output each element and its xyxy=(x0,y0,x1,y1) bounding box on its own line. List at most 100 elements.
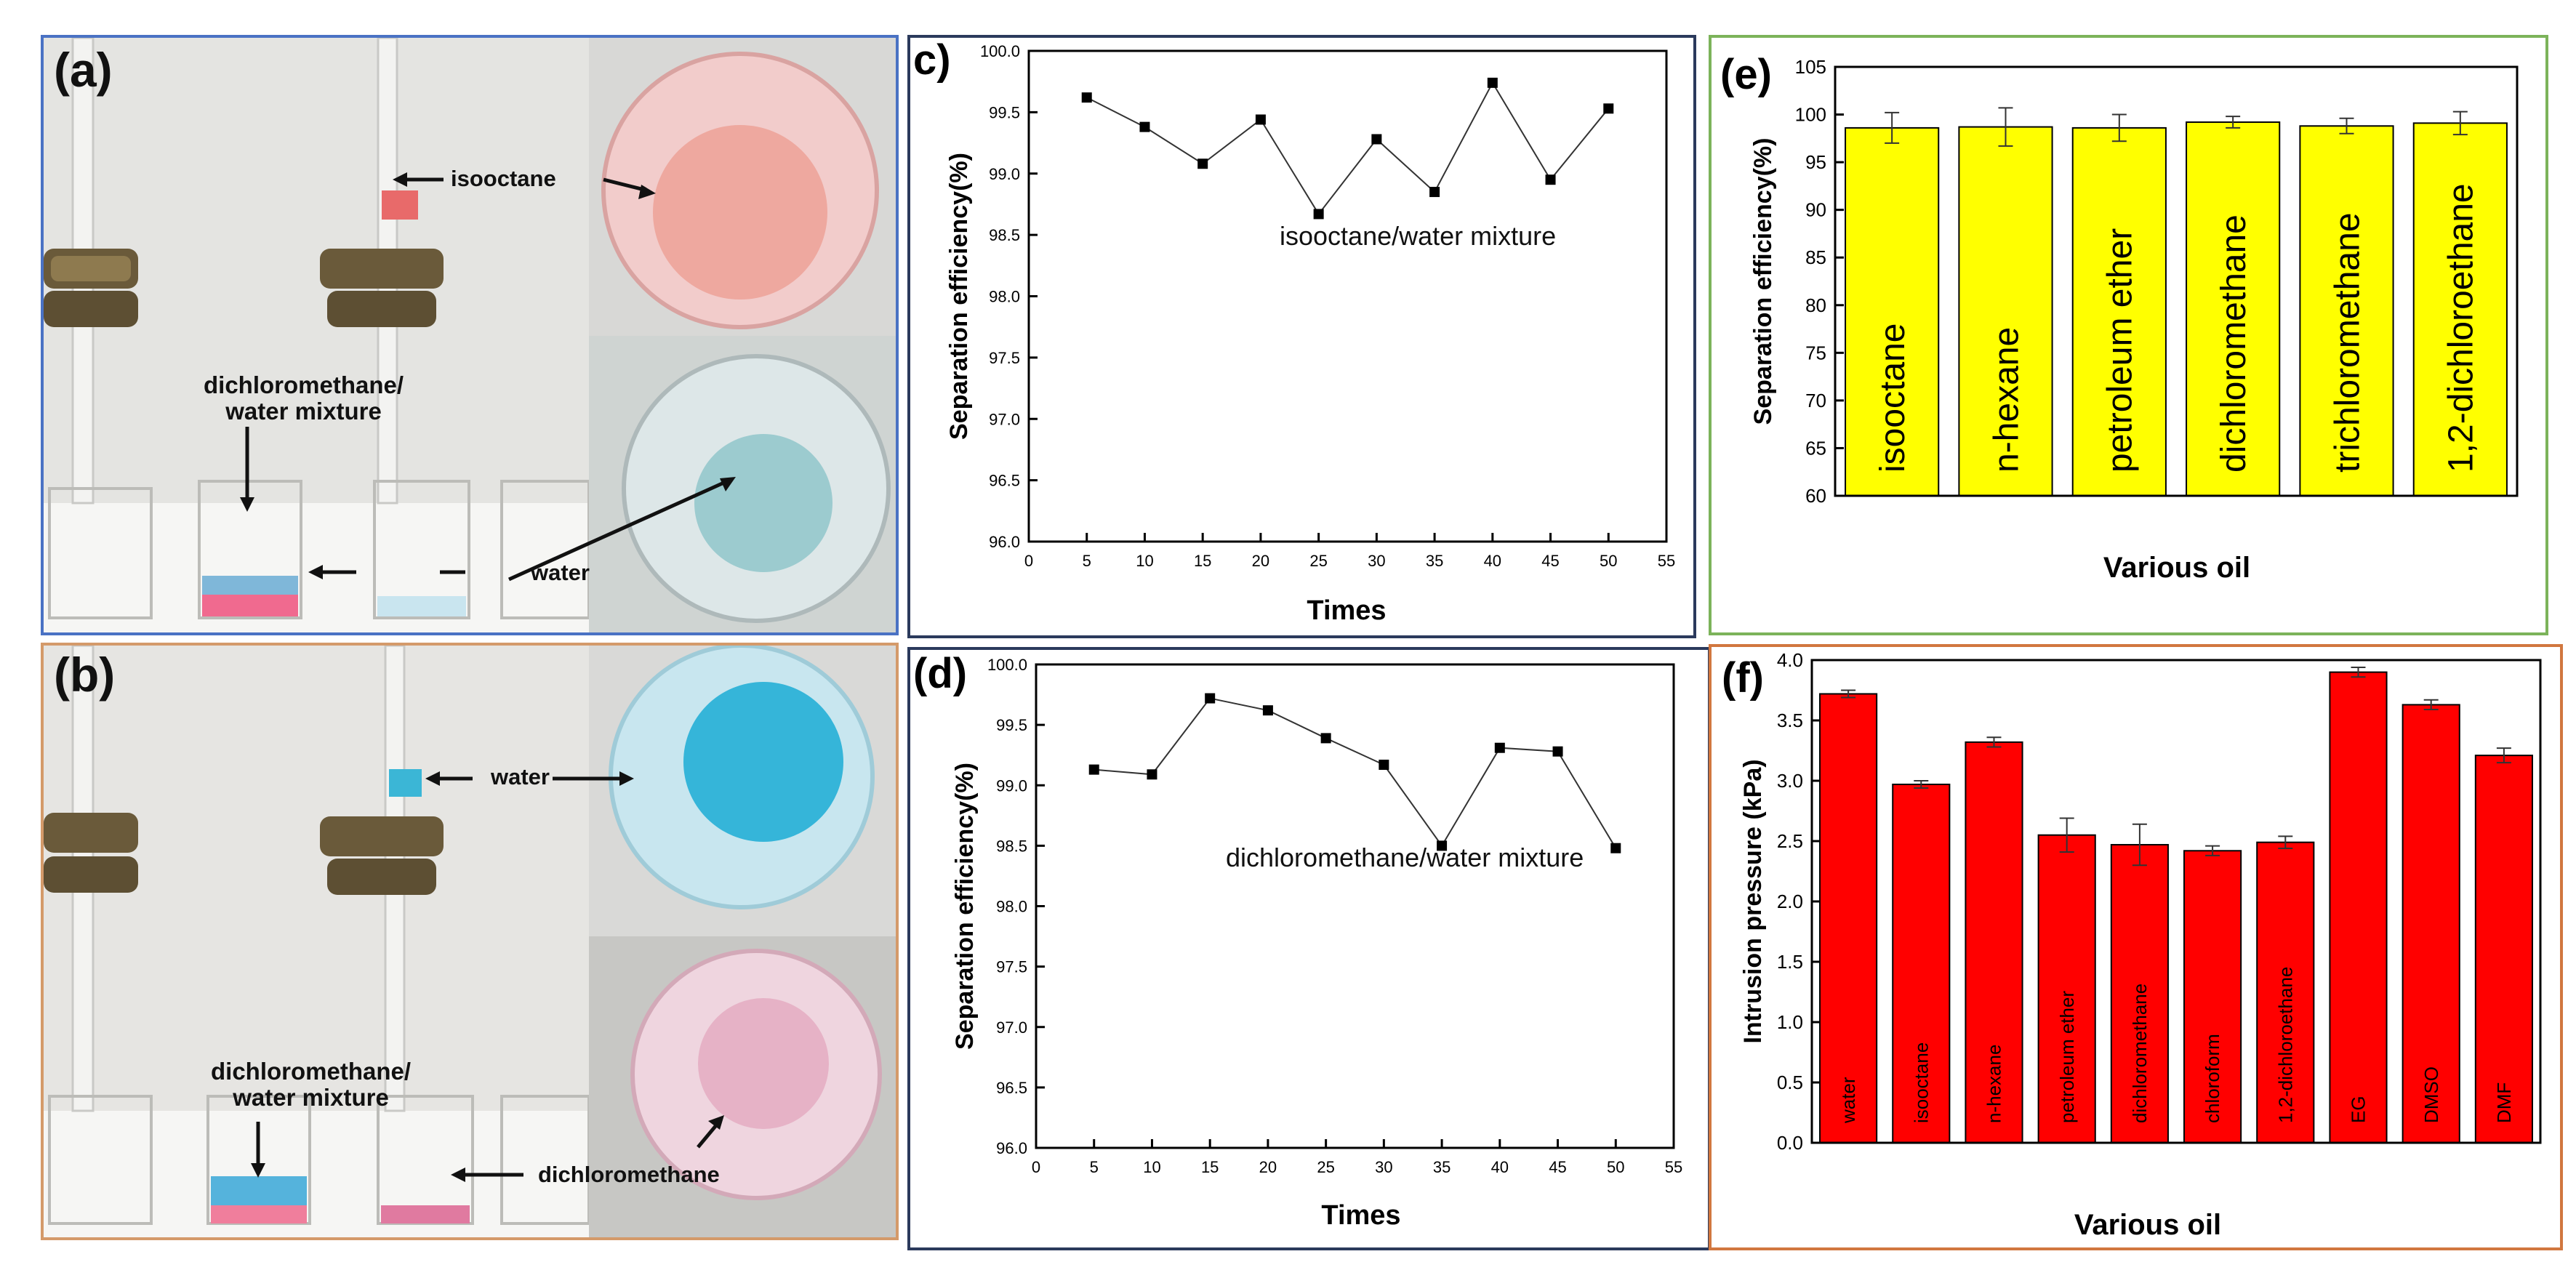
y-tick-label: 99.5 xyxy=(996,716,1027,734)
bar-label: DMF xyxy=(2493,1082,2515,1123)
mixture-label: dichloromethane/ water mixture xyxy=(204,371,404,425)
y-tick-label: 99.0 xyxy=(996,776,1027,795)
data-point xyxy=(1437,840,1448,851)
dichloromethane-label: dichloromethane xyxy=(538,1162,720,1187)
x-axis-label: Times xyxy=(1307,595,1386,626)
bar-label: water xyxy=(1837,1077,1859,1124)
y-tick-label: 4.0 xyxy=(1777,649,1803,671)
data-point xyxy=(1610,843,1621,853)
x-tick-label: 15 xyxy=(1194,552,1211,570)
bar-label: 1,2-dichloroethane xyxy=(2274,967,2296,1123)
chart-annotation: isooctane/water mixture xyxy=(1280,221,1556,251)
bar xyxy=(2329,671,2388,1144)
x-tick-label: 5 xyxy=(1083,552,1091,570)
data-point xyxy=(1320,733,1331,744)
y-tick-label: 2.5 xyxy=(1777,830,1803,852)
y-axis-label: Separation efficiency(%) xyxy=(945,153,973,440)
bar-label: dichloromethane xyxy=(2129,984,2151,1123)
x-tick-label: 20 xyxy=(1259,1158,1277,1176)
y-tick-label: 75 xyxy=(1805,342,1826,363)
y-tick-label: 70 xyxy=(1805,390,1826,411)
data-point xyxy=(1197,158,1208,169)
mixture-label: dichloromethane/ water mixture xyxy=(211,1058,412,1111)
y-tick-label: 1.0 xyxy=(1777,1011,1803,1033)
bar-label: n-hexane xyxy=(1987,327,2026,473)
y-axis-label: Separation efficiency(%) xyxy=(1749,138,1777,425)
x-tick-label: 40 xyxy=(1491,1158,1509,1176)
x-tick-label: 30 xyxy=(1375,1158,1392,1176)
series-line xyxy=(1094,697,1617,849)
y-tick-label: 97.5 xyxy=(989,349,1020,367)
y-tick-label: 3.5 xyxy=(1777,710,1803,731)
data-point xyxy=(1379,759,1389,770)
y-tick-label: 0.0 xyxy=(1777,1132,1803,1154)
y-tick-label: 98.5 xyxy=(989,226,1020,244)
x-tick-label: 50 xyxy=(1607,1158,1624,1176)
panel-e-letter: (e) xyxy=(1720,51,1772,98)
y-tick-label: 0.5 xyxy=(1777,1072,1803,1093)
bar xyxy=(2110,843,2169,1144)
y-tick-label: 97.0 xyxy=(996,1018,1027,1037)
data-point xyxy=(1494,742,1505,753)
y-tick-label: 96.5 xyxy=(989,472,1020,490)
data-point xyxy=(1603,103,1614,114)
water-label: water xyxy=(491,764,550,789)
panel-b-photo-illustration xyxy=(44,646,896,1237)
y-tick-label: 65 xyxy=(1805,437,1826,459)
data-point xyxy=(1081,92,1092,103)
y-tick-label: 3.0 xyxy=(1777,770,1803,792)
x-tick-label: 55 xyxy=(1658,552,1675,570)
bar-label: DMSO xyxy=(2420,1066,2442,1123)
panel-a-photo-illustration xyxy=(44,38,896,632)
y-axis-label: Separation efficiency(%) xyxy=(951,763,979,1050)
x-tick-label: 45 xyxy=(1541,552,1559,570)
panel-e-bar-chart: isooctane n-hexane petroleum ether dichloro… xyxy=(1709,35,2548,635)
y-tick-label: 97.5 xyxy=(996,958,1027,976)
x-tick-label: 30 xyxy=(1368,552,1385,570)
bar-label: 1,2-dichloroethane xyxy=(2442,183,2481,473)
x-tick-label: 45 xyxy=(1549,1158,1566,1176)
bar-label: petroleum ether xyxy=(2056,991,2078,1123)
panel-c-line-chart: 96.0 96.5 97.0 97.5 98.0 98.5 99.0 99.5 100.0 0 5 1… xyxy=(907,35,1696,638)
y-tick-label: 80 xyxy=(1805,294,1826,316)
y-tick-label: 90 xyxy=(1805,199,1826,221)
water-label: water xyxy=(531,560,590,585)
data-point xyxy=(1429,187,1440,198)
bar-label: n-hexane xyxy=(1983,1045,2005,1123)
x-tick-label: 50 xyxy=(1600,552,1617,570)
x-axis-label: Times xyxy=(1321,1200,1400,1231)
panel-d-letter: (d) xyxy=(913,650,967,697)
bar xyxy=(1819,693,1878,1144)
plot-frame xyxy=(1027,49,1668,543)
panel-d-line-chart: 96.0 96.5 97.0 97.5 98.0 98.5 99.0 99.5 100.0 0 5 1… xyxy=(907,647,1711,1250)
x-tick-label: 40 xyxy=(1484,552,1501,570)
y-tick-label: 105 xyxy=(1795,56,1826,78)
x-tick-label: 5 xyxy=(1090,1158,1099,1176)
data-point xyxy=(1552,746,1563,757)
bar xyxy=(2412,122,2508,497)
y-tick-label: 100.0 xyxy=(980,42,1020,60)
x-tick-label: 20 xyxy=(1252,552,1269,570)
bar-label: trichloromethane xyxy=(2328,212,2367,473)
y-tick-label: 96.0 xyxy=(989,533,1020,551)
data-point xyxy=(1262,705,1273,716)
data-point xyxy=(1139,121,1150,132)
x-tick-label: 0 xyxy=(1032,1158,1040,1176)
bar xyxy=(2186,121,2281,497)
data-point xyxy=(1371,134,1382,145)
y-tick-label: 97.0 xyxy=(989,410,1020,428)
bar-label: isooctane xyxy=(1910,1042,1932,1123)
chart-annotation: dichloromethane/water mixture xyxy=(1226,843,1584,872)
bar-label: EG xyxy=(2348,1096,2370,1123)
plot-frame xyxy=(1035,663,1675,1149)
y-tick-label: 96.0 xyxy=(996,1139,1027,1157)
x-tick-label: 35 xyxy=(1433,1158,1450,1176)
x-tick-label: 10 xyxy=(1143,1158,1160,1176)
plot-frame xyxy=(1834,65,2519,497)
bar-label: dichloromethane xyxy=(2215,214,2253,473)
x-axis-label: Various oil xyxy=(2103,552,2250,584)
x-tick-label: 15 xyxy=(1201,1158,1219,1176)
panel-b-photos: (b) water dichloromethane/ water mixture… xyxy=(41,643,899,1240)
x-axis-label: Various oil xyxy=(2074,1209,2221,1241)
bar xyxy=(2071,126,2167,497)
